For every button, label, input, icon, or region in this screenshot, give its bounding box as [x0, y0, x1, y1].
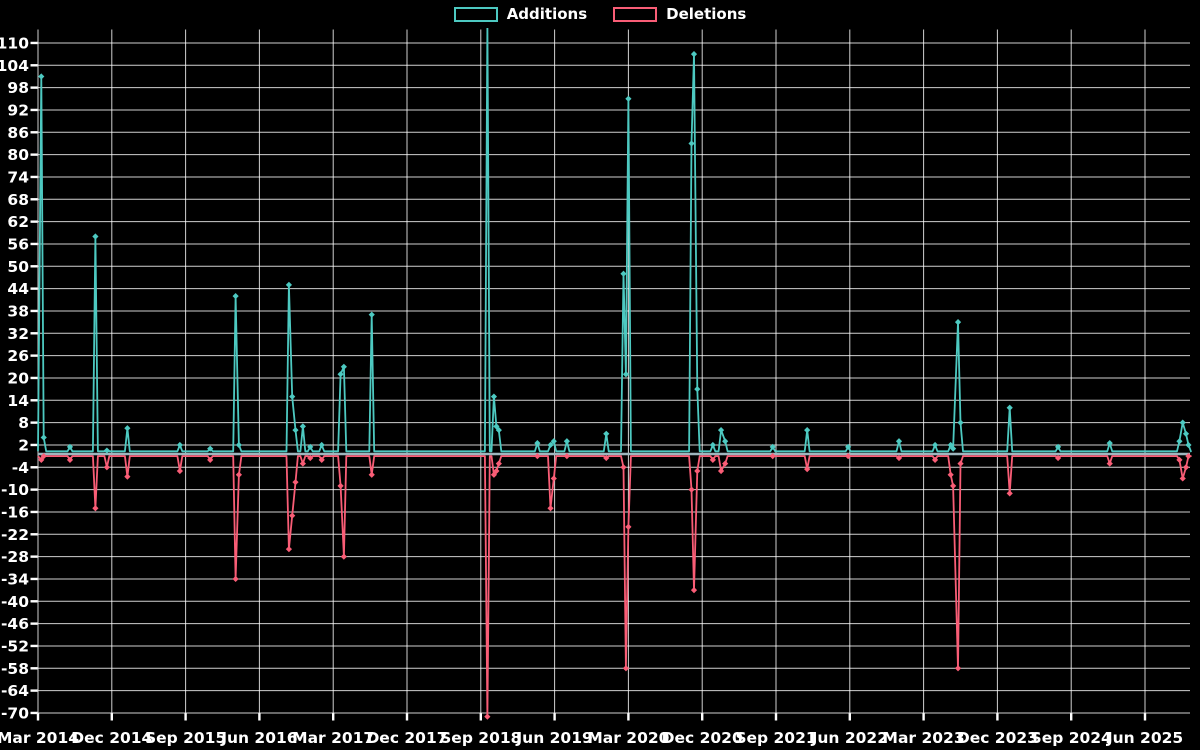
- svg-text:-4: -4: [12, 459, 29, 477]
- svg-text:104: 104: [0, 57, 29, 75]
- svg-text:Dec 2017: Dec 2017: [366, 729, 447, 747]
- svg-text:Jun 2016: Jun 2016: [220, 729, 297, 747]
- svg-text:Sep 2024: Sep 2024: [1031, 729, 1113, 747]
- svg-text:-46: -46: [1, 615, 29, 633]
- svg-text:Dec 2023: Dec 2023: [957, 729, 1038, 747]
- svg-text:14: 14: [7, 392, 29, 410]
- svg-text:Mar 2020: Mar 2020: [587, 729, 669, 747]
- svg-text:-58: -58: [1, 660, 29, 678]
- svg-text:-64: -64: [1, 682, 29, 700]
- svg-text:Mar 2023: Mar 2023: [883, 729, 965, 747]
- y-axis-tick-labels: 110 104 98 92 86 80 74 68 62 56 50 44 38 32 26 20 14 8 2 -4…: [0, 34, 29, 722]
- svg-text:50: 50: [7, 258, 29, 276]
- svg-text:Sep 2021: Sep 2021: [735, 729, 816, 747]
- svg-text:Jun 2022: Jun 2022: [811, 729, 888, 747]
- svg-text:62: 62: [7, 213, 29, 231]
- svg-text:32: 32: [7, 325, 29, 343]
- svg-text:-34: -34: [1, 570, 29, 588]
- svg-text:110: 110: [0, 34, 29, 52]
- svg-text:74: 74: [7, 168, 29, 186]
- svg-text:Dec 2014: Dec 2014: [71, 729, 152, 747]
- svg-text:98: 98: [7, 79, 29, 97]
- svg-text:Jun 2019: Jun 2019: [515, 729, 592, 747]
- svg-text:-10: -10: [1, 481, 29, 499]
- svg-text:2: 2: [18, 436, 29, 454]
- svg-text:-22: -22: [1, 526, 29, 544]
- svg-text:Mar 2014: Mar 2014: [0, 729, 79, 747]
- svg-text:92: 92: [7, 101, 29, 119]
- svg-text:80: 80: [7, 146, 29, 164]
- svg-text:-28: -28: [1, 548, 29, 566]
- deletions-markers: [38, 453, 1192, 720]
- legend-item-deletions[interactable]: Deletions: [613, 7, 746, 22]
- chart-legend: Additions Deletions: [0, 7, 1200, 22]
- svg-text:Mar 2017: Mar 2017: [292, 729, 374, 747]
- svg-text:-70: -70: [1, 704, 29, 722]
- legend-item-additions[interactable]: Additions: [453, 5, 588, 23]
- svg-text:-16: -16: [1, 503, 29, 521]
- svg-text:20: 20: [7, 369, 29, 387]
- svg-text:38: 38: [7, 302, 29, 320]
- svg-text:8: 8: [18, 414, 29, 432]
- svg-text:-40: -40: [1, 593, 29, 611]
- svg-text:-52: -52: [1, 637, 29, 655]
- svg-text:Dec 2020: Dec 2020: [662, 729, 743, 747]
- svg-text:Sep 2015: Sep 2015: [145, 729, 226, 747]
- additions-legend-label: Additions: [506, 5, 588, 23]
- svg-text:Jun 2025: Jun 2025: [1106, 729, 1183, 747]
- deletions-swatch-icon: [613, 7, 658, 22]
- additions-markers: [38, 51, 1192, 454]
- deletions-legend-label: Deletions: [666, 5, 747, 23]
- svg-text:86: 86: [7, 124, 29, 142]
- svg-text:56: 56: [7, 235, 29, 253]
- additions-swatch-icon: [453, 7, 498, 22]
- svg-text:68: 68: [7, 191, 29, 209]
- svg-text:44: 44: [7, 280, 29, 298]
- svg-text:26: 26: [7, 347, 29, 365]
- svg-text:Sep 2018: Sep 2018: [440, 729, 521, 747]
